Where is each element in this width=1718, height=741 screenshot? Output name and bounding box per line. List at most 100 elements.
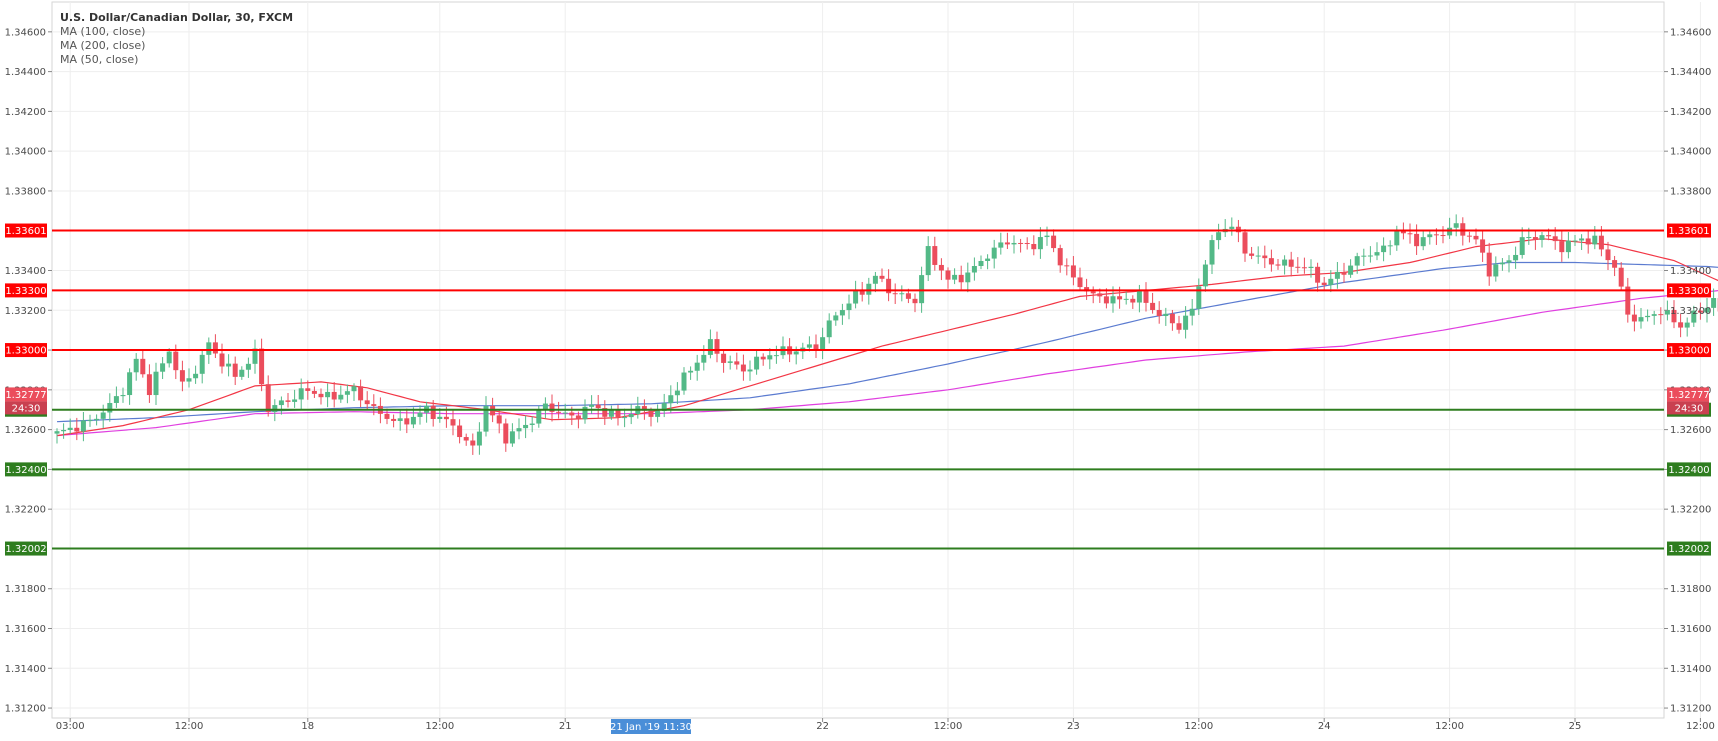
candle-body [1565, 240, 1571, 253]
crosshair-date-tag [611, 719, 691, 734]
candle-body [292, 399, 298, 402]
candle-body [496, 415, 502, 424]
y-tick-label-left: 1.33200 [5, 306, 46, 317]
moving-averages [56, 238, 1718, 437]
candle-body [430, 405, 436, 419]
candle-body [575, 415, 581, 420]
candle-body [1671, 309, 1677, 323]
candle-body [1110, 296, 1116, 304]
candle-body [404, 418, 410, 425]
candle-body [1618, 267, 1624, 287]
candle-body [806, 344, 812, 348]
candle-body [239, 369, 245, 377]
y-tick-label-right: 1.33400 [1670, 266, 1711, 277]
candle-body [450, 419, 456, 426]
candle-body [127, 372, 133, 396]
candle-body [397, 418, 403, 421]
candle-body [113, 396, 119, 403]
candle-body [1202, 264, 1208, 287]
candle-body [1526, 237, 1532, 239]
y-tick-label-right: 1.31600 [1670, 624, 1711, 635]
candle-body [668, 395, 674, 404]
candle-body [1156, 309, 1162, 317]
candle-body [331, 391, 337, 400]
candle-body [1044, 235, 1050, 238]
candle-body [615, 410, 621, 418]
candle-body [1460, 223, 1466, 236]
candle-body [1077, 277, 1083, 288]
candle-body [67, 427, 73, 430]
candle-body [648, 410, 654, 417]
legend-ma-100: MA (100, close) [60, 25, 145, 38]
level-tag-right [1667, 223, 1711, 238]
candle-body [628, 414, 634, 418]
x-tick-label: 24 [1318, 721, 1331, 732]
x-tick-label: 12:00 [425, 721, 454, 732]
candle-body [1136, 291, 1142, 303]
y-tick-label-left: 1.34400 [5, 67, 46, 78]
level-tag-left [5, 462, 47, 477]
candle-body [351, 386, 357, 392]
candle-body [87, 420, 93, 422]
candle-body [1018, 242, 1024, 244]
candle-body [872, 275, 878, 284]
y-tick-label-left: 1.32200 [5, 505, 46, 516]
candle-body [265, 384, 271, 413]
y-tick-label-right: 1.31200 [1670, 704, 1711, 715]
level-tag-left-label: 1.32002 [5, 544, 46, 555]
candle-body [1486, 252, 1492, 277]
y-tick-label-left: 1.33400 [5, 266, 46, 277]
candle-body [1348, 265, 1354, 275]
candle-body [1367, 255, 1373, 257]
y-tick-label-left: 1.34200 [5, 107, 46, 118]
candle-body [701, 354, 707, 363]
candle-body [1579, 238, 1585, 241]
legend-ma-50: MA (50, close) [60, 53, 138, 66]
candle-body [80, 420, 86, 432]
candle-body [1645, 315, 1651, 318]
candle-body [622, 417, 628, 419]
candle-body [212, 342, 218, 354]
candle-body [542, 403, 548, 410]
candle-body [325, 391, 331, 398]
candle-body [476, 431, 482, 446]
candle-body [813, 344, 819, 350]
price-tags: 1.33601 1.33601 1.33300 1.33300 1.33000 1.330… [5, 223, 1711, 556]
candle-body [173, 351, 179, 371]
grid [51, 1, 1701, 719]
y-tick-label-left: 1.32600 [5, 425, 46, 436]
candle-body [54, 431, 60, 434]
candle-body [483, 406, 489, 432]
candle-body [773, 355, 779, 357]
ma-50-line [56, 238, 1718, 437]
horizontal-levels[interactable] [52, 229, 1664, 550]
candle-body [582, 406, 588, 420]
candle-body [569, 412, 575, 416]
candle-body [503, 423, 509, 444]
candle-body [866, 283, 872, 295]
candle-body [529, 423, 535, 425]
level-tag-right [1667, 343, 1711, 358]
x-tick-label: 25 [1569, 721, 1582, 732]
candle-body [226, 363, 232, 367]
legend-title: U.S. Dollar/Canadian Dollar, 30, FXCM [60, 11, 293, 24]
candle-body [74, 427, 80, 432]
candle-body [1051, 235, 1057, 249]
candle-body [932, 246, 938, 265]
chart-legend: U.S. Dollar/Canadian Dollar, 30, FXCM MA… [60, 11, 293, 66]
candle-body [1598, 235, 1604, 250]
candle-body [1532, 237, 1538, 240]
x-tick-label: 21 [559, 721, 572, 732]
level-tag-left-label: 1.33000 [5, 346, 46, 357]
candle-body [470, 440, 476, 446]
candle-body [1361, 255, 1367, 257]
candle-body [1070, 265, 1076, 278]
candle-body [1064, 265, 1070, 267]
candle-body [245, 363, 251, 370]
candle-body [1407, 233, 1413, 235]
candle-body [661, 403, 667, 412]
candle-body [1400, 230, 1406, 234]
candle-body [536, 409, 542, 424]
candle-body [1024, 242, 1030, 244]
